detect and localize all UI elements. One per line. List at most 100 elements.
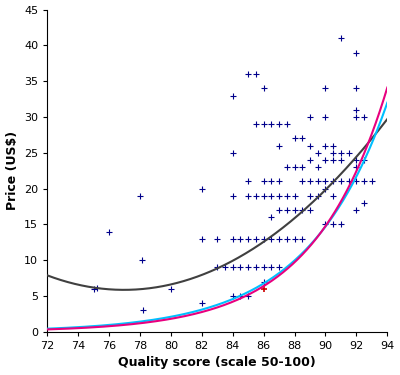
Point (291, 193, 298, 199)
Point (245, 193, 252, 199)
Point (299, 236, 306, 242)
Point (314, 193, 321, 199)
X-axis label: Quality score (scale 50-100): Quality score (scale 50-100) (118, 357, 316, 369)
Point (361, 157, 367, 163)
Point (330, 221, 336, 227)
Point (222, 264, 228, 270)
Point (330, 142, 336, 148)
Point (307, 178, 313, 184)
Point (94, 285, 100, 291)
Y-axis label: Price (US$): Price (US$) (6, 131, 18, 210)
Point (299, 178, 306, 184)
Point (330, 193, 336, 199)
Point (230, 293, 236, 299)
Point (253, 71, 259, 77)
Point (230, 150, 236, 156)
Point (199, 236, 205, 242)
Point (237, 264, 244, 270)
Point (314, 178, 321, 184)
Point (90, 286, 97, 292)
Point (276, 207, 282, 213)
Point (299, 207, 306, 213)
Point (276, 236, 282, 242)
Point (260, 286, 267, 292)
Point (245, 293, 252, 299)
Point (291, 164, 298, 170)
Point (230, 193, 236, 199)
Point (276, 264, 282, 270)
Point (168, 286, 174, 292)
Point (330, 150, 336, 156)
Point (260, 193, 267, 199)
Point (353, 178, 360, 184)
Point (353, 50, 360, 55)
Point (268, 214, 274, 220)
Point (268, 178, 274, 184)
Point (214, 236, 220, 242)
Point (314, 150, 321, 156)
Point (353, 86, 360, 92)
Point (284, 121, 290, 127)
Point (353, 207, 360, 213)
Point (199, 300, 205, 306)
Point (245, 178, 252, 184)
Point (253, 236, 259, 242)
Point (307, 207, 313, 213)
Point (307, 142, 313, 148)
Point (322, 86, 329, 92)
Point (260, 264, 267, 270)
Point (338, 178, 344, 184)
Point (322, 186, 329, 192)
Point (361, 114, 367, 120)
Point (268, 193, 274, 199)
Point (284, 236, 290, 242)
Point (140, 308, 146, 314)
Point (322, 114, 329, 120)
Point (253, 121, 259, 127)
Point (245, 264, 252, 270)
Point (260, 86, 267, 92)
Point (284, 193, 290, 199)
Point (276, 178, 282, 184)
Point (214, 264, 220, 270)
Point (268, 264, 274, 270)
Point (338, 35, 344, 41)
Point (299, 135, 306, 141)
Point (230, 93, 236, 99)
Point (338, 221, 344, 227)
Point (276, 121, 282, 127)
Point (291, 207, 298, 213)
Point (322, 142, 329, 148)
Point (346, 178, 352, 184)
Point (361, 178, 367, 184)
Point (322, 221, 329, 227)
Point (260, 121, 267, 127)
Point (353, 114, 360, 120)
Point (291, 236, 298, 242)
Point (322, 178, 329, 184)
Point (314, 164, 321, 170)
Point (276, 193, 282, 199)
Point (353, 107, 360, 113)
Point (237, 293, 244, 299)
Point (260, 236, 267, 242)
Point (330, 157, 336, 163)
Point (245, 71, 252, 77)
Point (245, 236, 252, 242)
Point (307, 193, 313, 199)
Point (237, 236, 244, 242)
Point (330, 178, 336, 184)
Point (307, 114, 313, 120)
Point (353, 157, 360, 163)
Point (346, 150, 352, 156)
Point (338, 150, 344, 156)
Point (299, 164, 306, 170)
Point (322, 157, 329, 163)
Point (138, 257, 145, 263)
Point (291, 135, 298, 141)
Point (307, 157, 313, 163)
Point (369, 178, 375, 184)
Point (137, 193, 143, 199)
Point (361, 200, 367, 206)
Point (106, 229, 112, 235)
